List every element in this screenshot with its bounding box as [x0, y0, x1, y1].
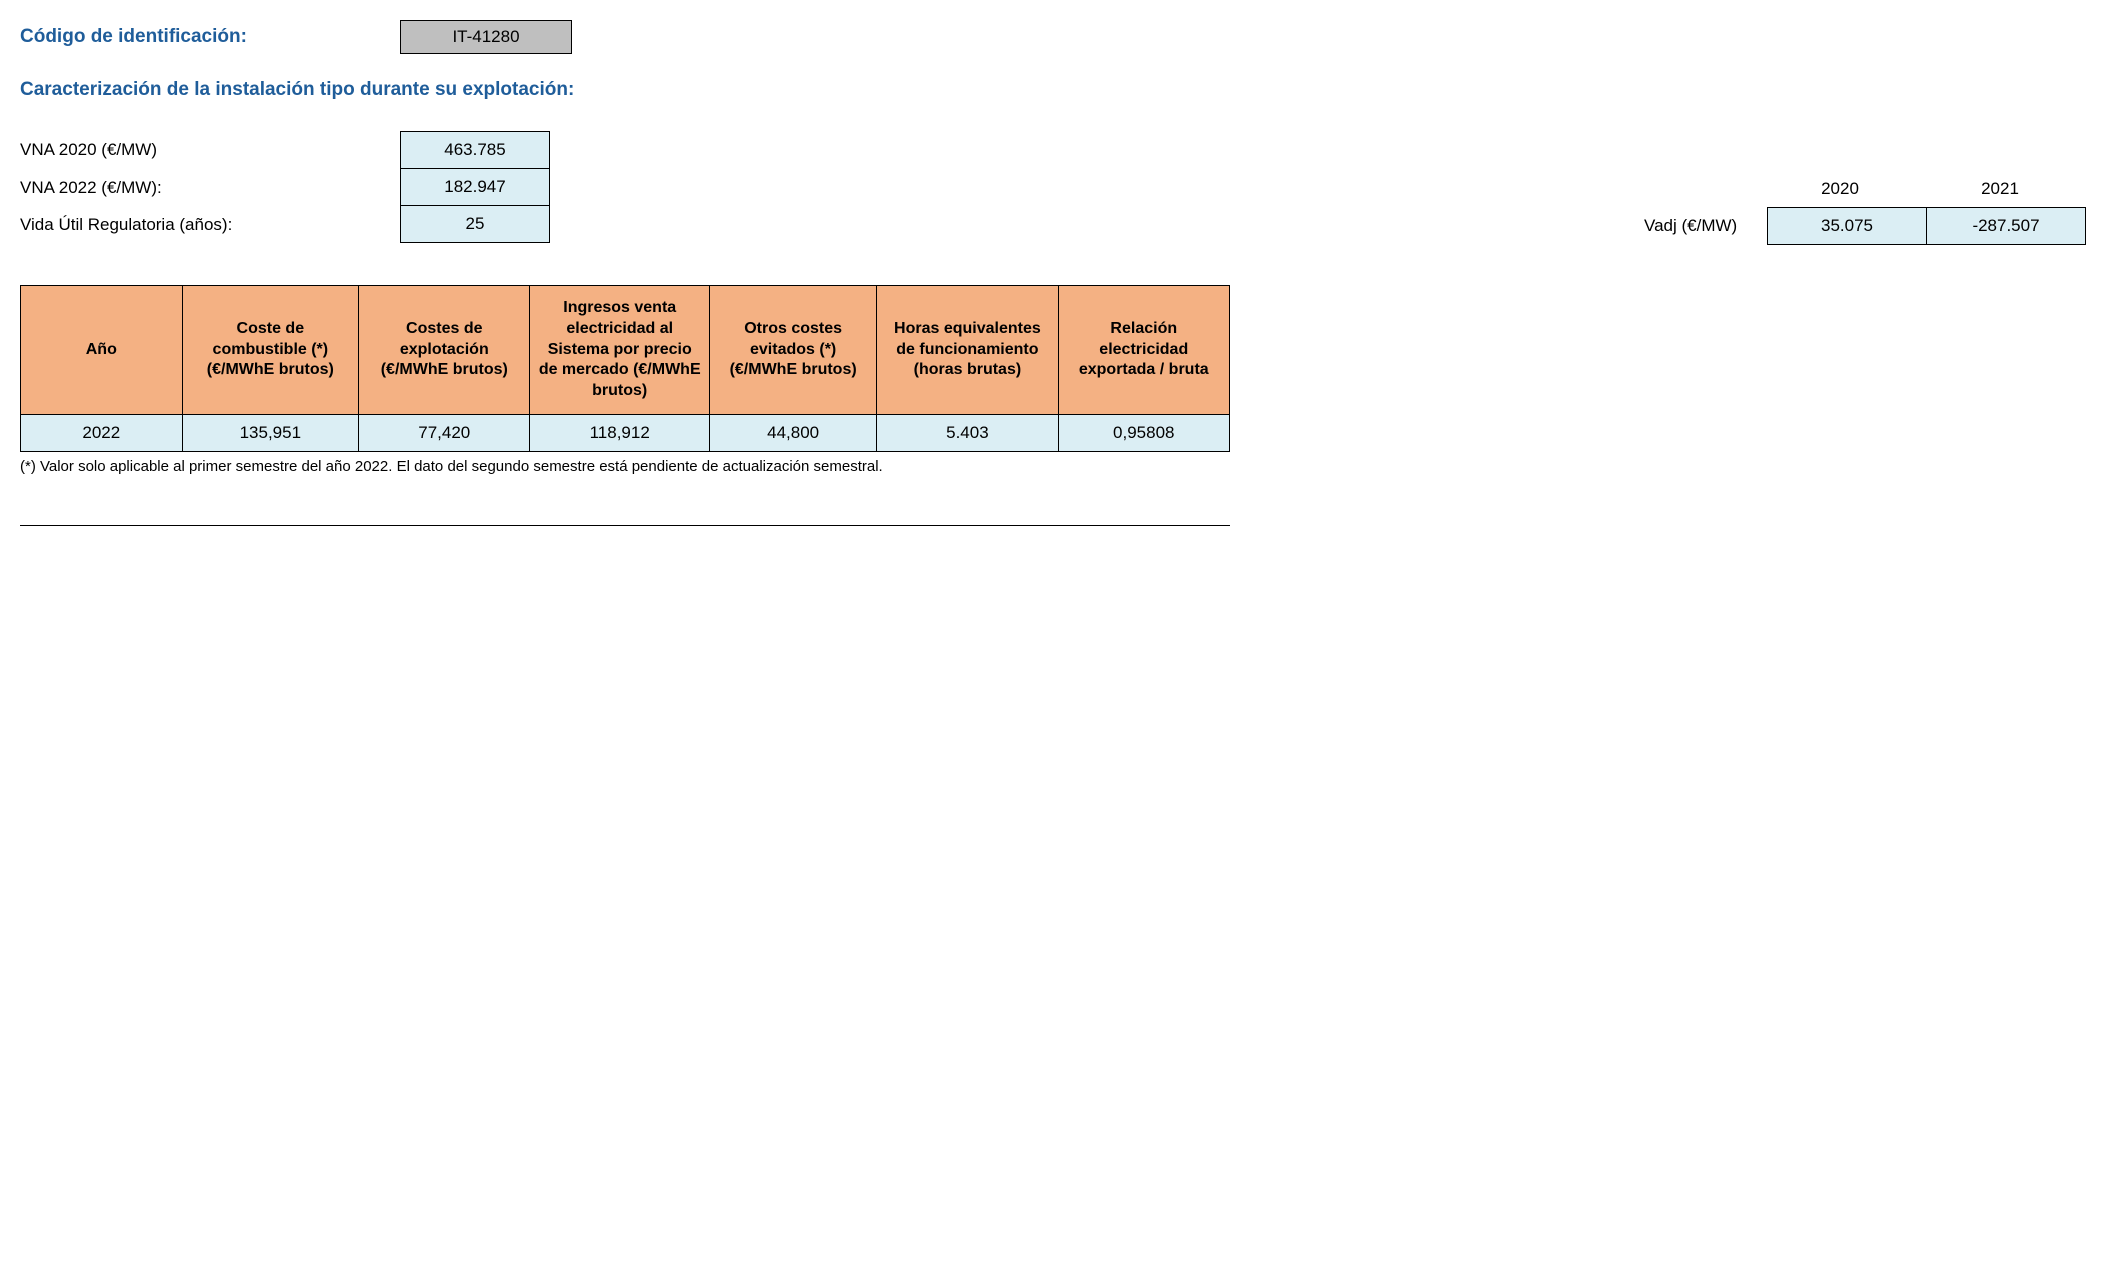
section-title: Caracterización de la instalación tipo d…: [20, 79, 2106, 101]
vna2022-label: VNA 2022 (€/MW):: [20, 169, 400, 206]
vadj-section: 2020 2021 Vadj (€/MW) 35.075 -287.507: [1640, 131, 2086, 245]
col-header-electricity-ratio: Relación electricidad exportada / bruta: [1058, 286, 1229, 415]
vadj-year-2021-header: 2021: [1920, 171, 2080, 207]
table-row: 2022 135,951 77,420 118,912 44,800 5.403…: [21, 414, 1230, 451]
cell-electricity-ratio: 0,95808: [1058, 414, 1229, 451]
vadj-values-row: Vadj (€/MW) 35.075 -287.507: [1640, 207, 2086, 245]
vadj-header-spacer: [1640, 171, 1760, 207]
vida-util-label: Vida Útil Regulatoria (años):: [20, 206, 400, 243]
vadj-year-2020-header: 2020: [1760, 171, 1920, 207]
vadj-2020-value: 35.075: [1767, 207, 1927, 245]
vna2020-row: VNA 2020 (€/MW) 463.785: [20, 131, 550, 169]
col-header-other-costs: Otros costes evitados (*) (€/MWhE brutos…: [709, 286, 876, 415]
vadj-label: Vadj (€/MW): [1640, 207, 1768, 245]
col-header-operating-cost: Costes de explotación (€/MWhE brutos): [359, 286, 530, 415]
parameters-left-block: VNA 2020 (€/MW) 463.785 VNA 2022 (€/MW):…: [20, 131, 550, 245]
vna2022-value: 182.947: [400, 168, 550, 206]
cell-fuel-cost: 135,951: [182, 414, 358, 451]
exploitation-data-table: Año Coste de combustible (*) (€/MWhE bru…: [20, 285, 1230, 452]
vida-util-row: Vida Útil Regulatoria (años): 25: [20, 206, 550, 243]
identification-value: IT-41280: [400, 20, 572, 54]
cell-year: 2022: [21, 414, 183, 451]
col-header-fuel-cost: Coste de combustible (*) (€/MWhE brutos): [182, 286, 358, 415]
col-header-year: Año: [21, 286, 183, 415]
vadj-2021-value: -287.507: [1926, 207, 2086, 245]
cell-sales-income: 118,912: [530, 414, 710, 451]
identification-label: Código de identificación:: [20, 26, 400, 48]
col-header-sales-income: Ingresos venta electricidad al Sistema p…: [530, 286, 710, 415]
vna2020-value: 463.785: [400, 131, 550, 169]
cell-operating-cost: 77,420: [359, 414, 530, 451]
identification-header: Código de identificación: IT-41280: [20, 20, 2106, 54]
vna2020-label: VNA 2020 (€/MW): [20, 131, 400, 169]
table-footnote: (*) Valor solo aplicable al primer semes…: [20, 458, 2106, 475]
cell-other-costs: 44,800: [709, 414, 876, 451]
parameters-section: VNA 2020 (€/MW) 463.785 VNA 2022 (€/MW):…: [20, 131, 2106, 245]
vna2022-row: VNA 2022 (€/MW): 182.947: [20, 169, 550, 206]
cell-equivalent-hours: 5.403: [877, 414, 1058, 451]
vadj-years-header: 2020 2021: [1640, 171, 2086, 207]
vida-util-value: 25: [400, 205, 550, 243]
col-header-equivalent-hours: Horas equivalentes de funcionamiento (ho…: [877, 286, 1058, 415]
table-header-row: Año Coste de combustible (*) (€/MWhE bru…: [21, 286, 1230, 415]
section-divider: [20, 525, 1230, 526]
